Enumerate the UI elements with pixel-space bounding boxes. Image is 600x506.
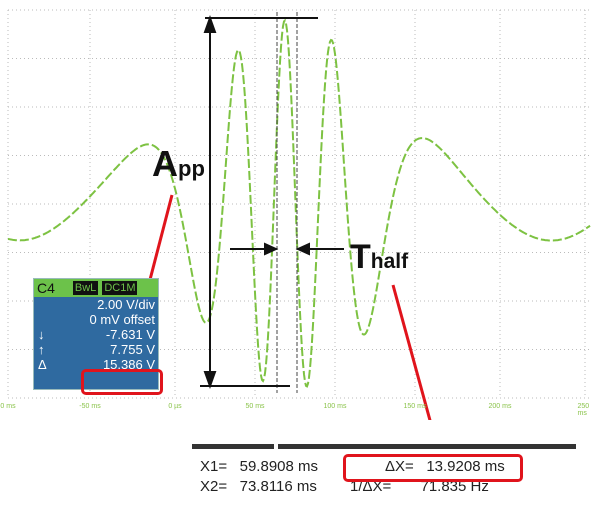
arrow-down-icon: ↓ (38, 327, 45, 342)
inv-dx-label: 1/ΔX= (350, 478, 392, 495)
dx-highlight (343, 454, 523, 482)
min-value: -7.631 V (105, 327, 155, 342)
bandwidth-limit-tag: BwL (72, 281, 99, 295)
arrow-up-icon: ↑ (38, 342, 45, 357)
x2-value: 73.8116 ms (239, 478, 317, 495)
inv-dx-value: 71.835 Hz (420, 478, 489, 495)
dx-value: 13.9208 ms (426, 458, 505, 475)
channel-name: C4 (37, 280, 55, 296)
axis-tick-label: 200 ms (488, 403, 512, 410)
thalf-label: Thalf (350, 238, 409, 276)
coupling-tag: DC1M (102, 281, 138, 295)
axis-tick-label: 0 ms (0, 403, 16, 410)
offset: 0 mV offset (89, 312, 155, 327)
waveform-trace (7, 18, 591, 388)
axis-tick-label: 100 ms (323, 403, 347, 410)
x1-label: X1= (200, 458, 228, 475)
delta-value: 15.386 V (102, 357, 155, 372)
app-dimension-arrow (200, 15, 318, 389)
app-label: App (152, 143, 205, 184)
vertical-scale: 2.00 V/div (97, 297, 155, 312)
axis-tick-label: 150 ms (403, 403, 427, 410)
x2-label: X2= (200, 478, 228, 495)
dx-label: ΔX= (385, 458, 414, 475)
axis-tick-label: 50 ms (245, 403, 265, 410)
axis-tick-label: 250 ms (577, 403, 590, 417)
max-value: 7.755 V (110, 342, 155, 357)
axis-tick-label: 0 µs (168, 403, 182, 410)
thalf-arrows (230, 242, 344, 256)
axis-tick-label: -50 ms (79, 403, 101, 410)
delta-highlight (81, 369, 163, 395)
x1-value: 59.8908 ms (239, 458, 319, 475)
delta-symbol: Δ (38, 357, 47, 372)
